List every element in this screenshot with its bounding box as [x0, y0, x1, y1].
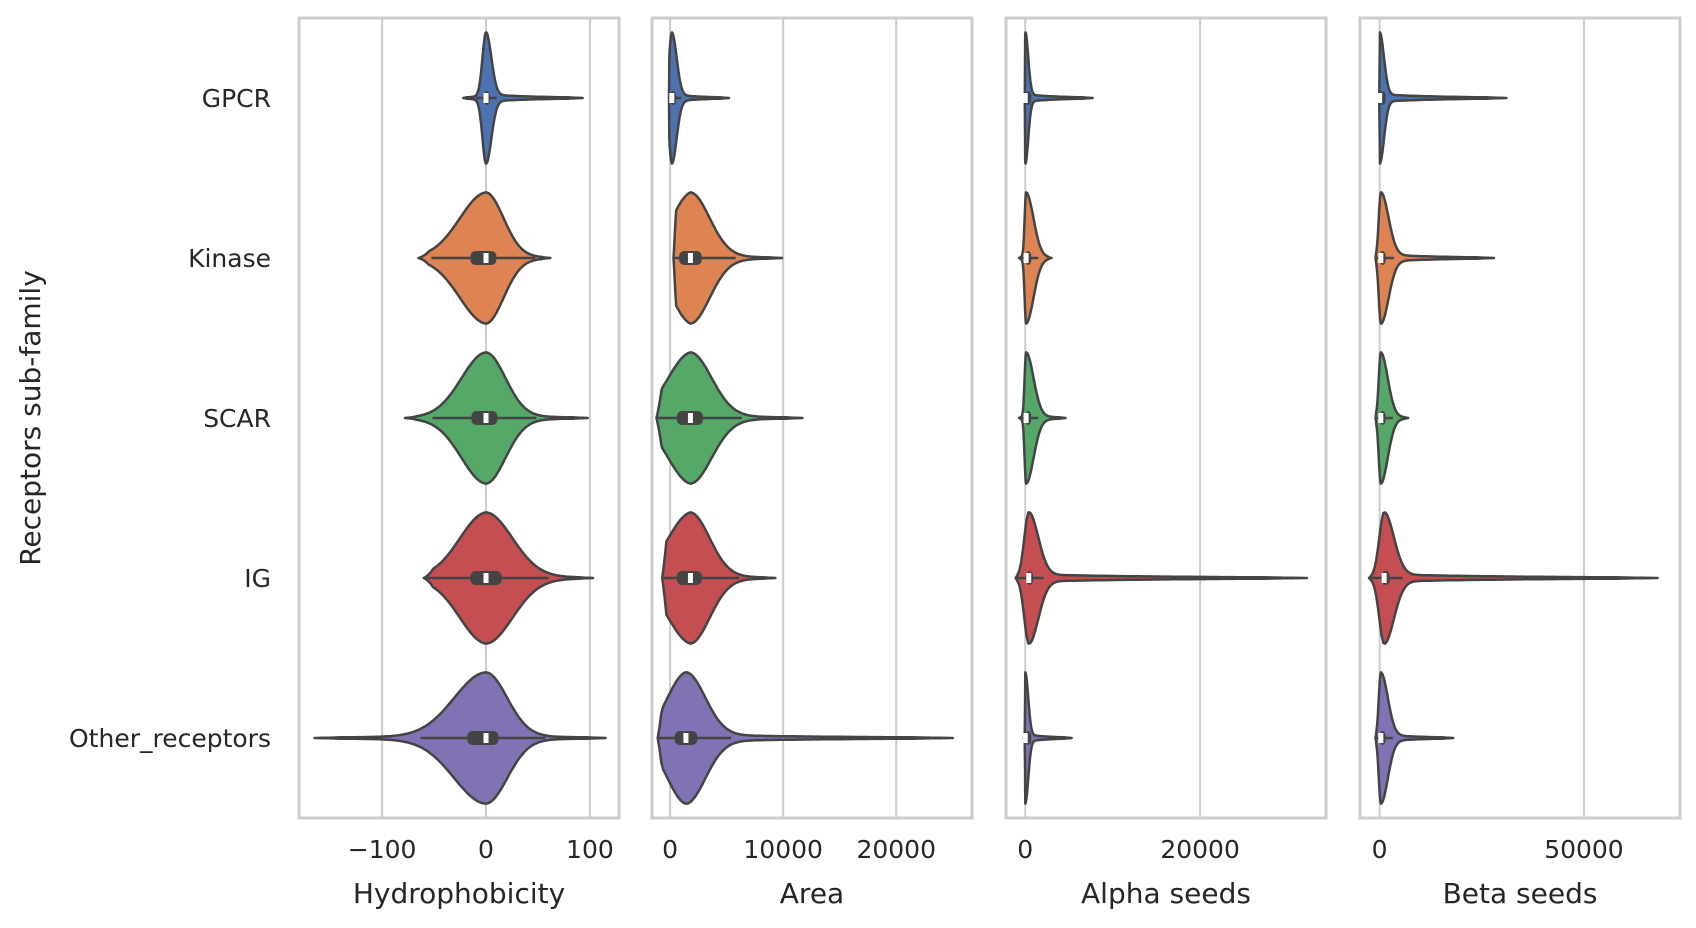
median-marker	[1378, 733, 1384, 743]
x-axis-label: Beta seeds	[1443, 877, 1598, 910]
violin-gpcr	[461, 31, 584, 165]
median-marker	[1026, 573, 1032, 583]
x-axis-label: Alpha seeds	[1081, 877, 1251, 910]
y-axis-label: Receptors sub-family	[14, 270, 47, 566]
median-marker	[1381, 573, 1387, 583]
median-marker	[1023, 413, 1029, 423]
y-tick-label: Other_receptors	[69, 724, 271, 753]
violin-ig	[1367, 511, 1659, 645]
x-tick-label: 20000	[1160, 835, 1240, 864]
panel-frame	[297, 16, 621, 820]
median-marker	[483, 413, 489, 423]
violin-other_receptors	[1374, 671, 1455, 805]
x-axis-label: Hydrophobicity	[353, 877, 565, 910]
median-marker	[1378, 413, 1384, 423]
median-marker	[1023, 253, 1029, 263]
x-tick-label: 100	[566, 835, 614, 864]
x-tick-label: 0	[1372, 835, 1388, 864]
x-tick-label: 0	[1017, 835, 1033, 864]
median-marker	[483, 733, 489, 743]
x-tick-label: 50000	[1544, 835, 1624, 864]
median-marker	[483, 253, 489, 263]
violin-gpcr	[1023, 31, 1094, 165]
median-marker	[669, 93, 675, 103]
median-marker	[1022, 733, 1028, 743]
median-marker	[687, 573, 693, 583]
violin-scar	[1017, 351, 1067, 485]
median-marker	[687, 253, 693, 263]
median-marker	[483, 573, 489, 583]
y-tick-label: SCAR	[203, 404, 271, 433]
median-marker	[687, 413, 693, 423]
iqr-box	[470, 251, 497, 265]
violin-ig	[1014, 511, 1309, 645]
iqr-box	[467, 731, 499, 745]
x-tick-label: 0	[662, 835, 678, 864]
y-tick-label: GPCR	[202, 84, 271, 113]
y-tick-label: Kinase	[188, 244, 271, 273]
panel-frame	[1004, 16, 1328, 820]
x-tick-label: −100	[348, 835, 417, 864]
median-marker	[483, 93, 489, 103]
violin-kinase	[1374, 191, 1496, 325]
y-tick-label: IG	[244, 564, 271, 593]
median-marker	[1377, 93, 1383, 103]
median-marker	[1378, 253, 1384, 263]
panel-frame	[650, 16, 974, 820]
x-axis-label: Area	[780, 877, 844, 910]
median-marker	[1022, 93, 1028, 103]
violin-gpcr	[1377, 31, 1508, 165]
median-marker	[683, 733, 689, 743]
x-tick-label: 20000	[856, 835, 936, 864]
x-tick-label: 0	[478, 835, 494, 864]
violin-other_receptors	[656, 671, 955, 805]
violin-gpcr	[667, 31, 731, 165]
panel-frame	[1358, 16, 1682, 820]
x-tick-label: 10000	[743, 835, 823, 864]
violin-other_receptors	[1022, 671, 1073, 805]
